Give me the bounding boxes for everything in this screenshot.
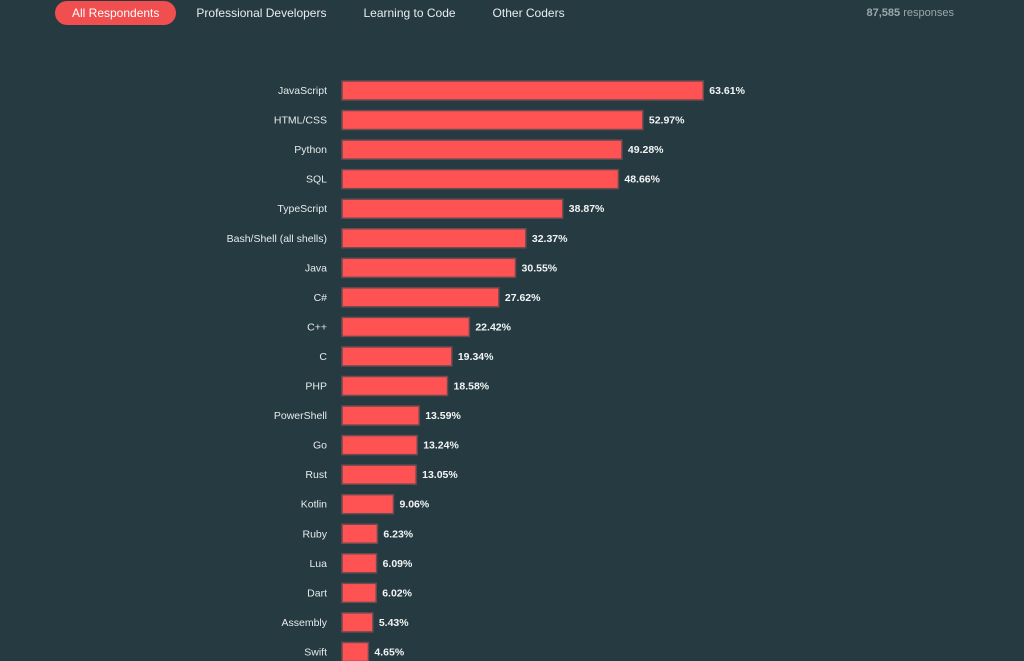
bar-php[interactable]: [341, 375, 449, 397]
value-label-swift: 4.65%: [374, 646, 404, 658]
category-label-html-css: HTML/CSS: [274, 115, 327, 127]
bar-assembly[interactable]: [341, 612, 374, 633]
value-label-php: 18.58%: [454, 381, 490, 393]
category-label-c: C++: [307, 321, 327, 333]
bar-c[interactable]: [341, 287, 500, 308]
bar-html-css[interactable]: [341, 109, 644, 131]
category-label-python: Python: [294, 144, 327, 156]
category-label-go: Go: [313, 440, 327, 452]
respondent-filter-tabs: All Respondents Professional Developers …: [55, 1, 585, 25]
bar-javascript[interactable]: [341, 80, 705, 101]
value-label-c: 22.42%: [475, 321, 511, 333]
bar-powershell[interactable]: [341, 405, 420, 426]
value-label-sql: 48.66%: [624, 174, 660, 186]
category-label-rust: Rust: [305, 469, 327, 481]
category-label-bash-shell-all-shells: Bash/Shell (all shells): [227, 233, 327, 245]
value-label-c: 27.62%: [505, 292, 541, 304]
category-label-c: C#: [314, 292, 328, 304]
bar-rust[interactable]: [341, 464, 417, 485]
value-label-html-css: 52.97%: [649, 115, 685, 127]
value-label-assembly: 5.43%: [379, 617, 409, 629]
value-label-c: 19.34%: [458, 351, 494, 363]
bar-c[interactable]: [341, 346, 453, 367]
value-label-powershell: 13.59%: [425, 410, 461, 422]
value-label-javascript: 63.61%: [709, 85, 745, 97]
bar-c[interactable]: [341, 316, 471, 338]
value-label-bash-shell-all-shells: 32.37%: [532, 233, 568, 245]
category-label-swift: Swift: [304, 646, 327, 658]
response-count: 87,585 responses: [867, 1, 954, 25]
bar-ruby[interactable]: [341, 523, 379, 544]
value-label-dart: 6.02%: [382, 587, 412, 599]
tab-professional-developers[interactable]: Professional Developers: [196, 6, 327, 20]
category-label-lua: Lua: [309, 558, 327, 570]
tab-learning-to-code[interactable]: Learning to Code: [363, 6, 456, 20]
value-label-java: 30.55%: [522, 262, 558, 274]
category-label-javascript: JavaScript: [278, 85, 327, 97]
response-count-number: 87,585: [866, 7, 901, 19]
category-label-powershell: PowerShell: [274, 410, 327, 422]
value-label-go: 13.24%: [423, 440, 459, 452]
category-label-java: Java: [305, 262, 327, 274]
bar-swift[interactable]: [341, 641, 370, 661]
value-label-rust: 13.05%: [422, 469, 458, 481]
bar-typescript[interactable]: [341, 198, 564, 219]
tab-all-respondents[interactable]: All Respondents: [55, 1, 177, 25]
bar-kotlin[interactable]: [341, 493, 395, 515]
value-label-typescript: 38.87%: [569, 203, 605, 215]
response-count-label: responses: [903, 7, 954, 19]
value-label-kotlin: 9.06%: [399, 499, 429, 511]
bar-python[interactable]: [341, 139, 623, 160]
category-label-sql: SQL: [306, 174, 327, 186]
category-label-c: C: [319, 351, 327, 363]
value-label-ruby: 6.23%: [383, 528, 413, 540]
category-label-assembly: Assembly: [281, 617, 327, 629]
category-label-typescript: TypeScript: [277, 203, 327, 215]
bar-java[interactable]: [341, 257, 517, 279]
value-label-python: 49.28%: [628, 144, 664, 156]
category-label-dart: Dart: [307, 587, 327, 599]
category-label-ruby: Ruby: [302, 528, 327, 540]
tab-other-coders[interactable]: Other Coders: [492, 6, 565, 20]
value-label-lua: 6.09%: [383, 558, 413, 570]
category-label-php: PHP: [305, 381, 327, 393]
bar-sql[interactable]: [341, 168, 620, 190]
bar-bash-shell-all-shells[interactable]: [341, 228, 527, 249]
bar-go[interactable]: [341, 434, 418, 456]
category-label-kotlin: Kotlin: [301, 499, 327, 511]
bar-lua[interactable]: [341, 553, 378, 574]
bar-dart[interactable]: [341, 582, 377, 604]
